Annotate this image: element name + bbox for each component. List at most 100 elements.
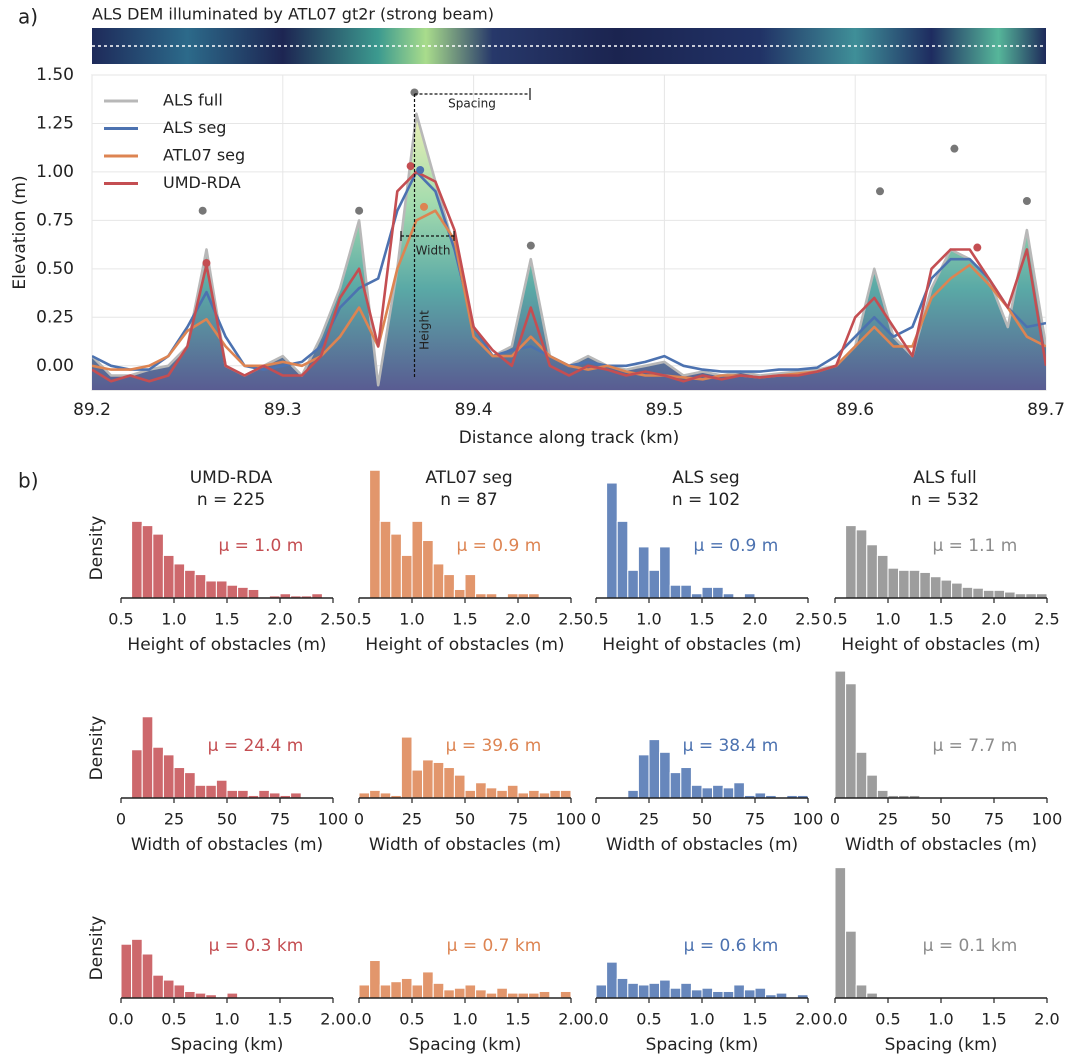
x-tick-label: 89.4 (455, 400, 493, 420)
mean-label: μ = 38.4 m (683, 736, 779, 756)
y-tick-label: 1.50 (36, 65, 74, 85)
x-tick-label: 1.5 (928, 610, 953, 629)
annotation: Spacing (448, 97, 496, 111)
bar (412, 770, 423, 798)
x-tick-label: 1.0 (928, 1010, 953, 1029)
x-tick-label: 100 (793, 810, 824, 829)
bar (539, 991, 550, 998)
bar (835, 868, 846, 998)
x-tick-label: 50 (455, 810, 475, 829)
x-axis-label: Spacing (km) (885, 1035, 998, 1055)
bar (670, 773, 681, 798)
bar (370, 961, 381, 998)
bar (195, 785, 206, 798)
mean-label: μ = 0.9 m (456, 536, 541, 556)
y-tick-label: 1.25 (36, 113, 74, 133)
bar (444, 768, 455, 798)
x-tick-label: 2.0 (795, 1010, 820, 1029)
bar (670, 988, 681, 998)
bar (744, 990, 755, 998)
x-tick-label: 1.0 (689, 1010, 714, 1029)
bar (835, 671, 846, 798)
bar (877, 555, 888, 598)
x-tick-label: 1.0 (214, 1010, 239, 1029)
mean-label: μ = 1.0 m (218, 536, 303, 556)
bar (846, 931, 857, 998)
bar (465, 575, 476, 598)
bar (185, 570, 196, 598)
bar (560, 790, 571, 798)
bar (476, 990, 487, 998)
bar (423, 972, 434, 998)
x-axis-label: Height of obstacles (m) (841, 635, 1040, 655)
bar (941, 580, 952, 598)
bar (560, 991, 571, 998)
panel-label: b) (18, 469, 39, 493)
bar (628, 790, 639, 798)
bar (691, 990, 702, 998)
bar (702, 587, 713, 598)
bar (153, 534, 164, 598)
x-axis-label: Spacing (km) (646, 1035, 759, 1055)
bar (638, 547, 649, 598)
bar (660, 547, 671, 598)
bar (291, 793, 302, 798)
x-tick-label: 89.3 (264, 400, 302, 420)
bar (380, 521, 391, 598)
x-tick-label: 2.5 (1034, 610, 1059, 629)
bar (391, 534, 402, 598)
bar (142, 526, 153, 598)
bar (617, 978, 628, 998)
bar (755, 988, 766, 998)
x-tick-label: 0.5 (346, 610, 371, 629)
x-tick-label: 1.5 (505, 1010, 530, 1029)
x-tick-label: 0 (116, 810, 126, 829)
hist-title: UMD-RDA (190, 468, 273, 488)
y-tick-label: 0.25 (36, 307, 74, 327)
x-axis-label: Distance along track (km) (459, 428, 680, 448)
mean-label: μ = 0.6 km (684, 936, 779, 956)
x-tick-label: 0.5 (636, 1010, 661, 1029)
bar (423, 541, 434, 598)
x-tick-label: 0.0 (346, 1010, 371, 1029)
bar (670, 585, 681, 598)
bar (681, 768, 692, 798)
y-axis-label: Density (87, 716, 107, 781)
bar (195, 575, 206, 598)
peak-marker (527, 242, 535, 250)
x-tick-label: 2.0 (981, 610, 1006, 629)
x-tick-label: 25 (878, 810, 898, 829)
annotation: Width (416, 244, 451, 258)
bar (142, 954, 153, 998)
x-tick-label: 1.0 (452, 1010, 477, 1029)
bar (163, 755, 174, 798)
bar (465, 985, 476, 998)
bar (497, 988, 508, 998)
x-tick-label: 1.5 (267, 1010, 292, 1029)
x-axis-label: Width of obstacles (m) (845, 835, 1037, 855)
bar (121, 944, 132, 998)
x-tick-label: 75 (745, 810, 765, 829)
bar (370, 470, 381, 598)
hist-subtitle: n = 225 (197, 490, 265, 510)
bar (607, 962, 618, 998)
x-tick-label: 50 (217, 810, 237, 829)
bar (888, 568, 899, 598)
x-tick-label: 1.5 (689, 610, 714, 629)
bar (206, 785, 217, 798)
peak-marker (407, 162, 415, 170)
panel-label: a) (18, 5, 38, 29)
x-tick-label: 0.5 (161, 1010, 186, 1029)
peak-marker (202, 259, 210, 267)
bar (401, 978, 412, 998)
bar (952, 583, 963, 598)
figure: a) b) ALS DEM illuminated by ATL07 gt2r … (0, 0, 1067, 1055)
bar (248, 589, 259, 598)
bar (681, 585, 692, 598)
bar (628, 983, 639, 998)
hist-title: ATL07 seg (425, 468, 512, 488)
bar (994, 590, 1005, 598)
bar (132, 750, 143, 798)
bar (412, 985, 423, 998)
x-tick-label: 1.5 (214, 610, 239, 629)
